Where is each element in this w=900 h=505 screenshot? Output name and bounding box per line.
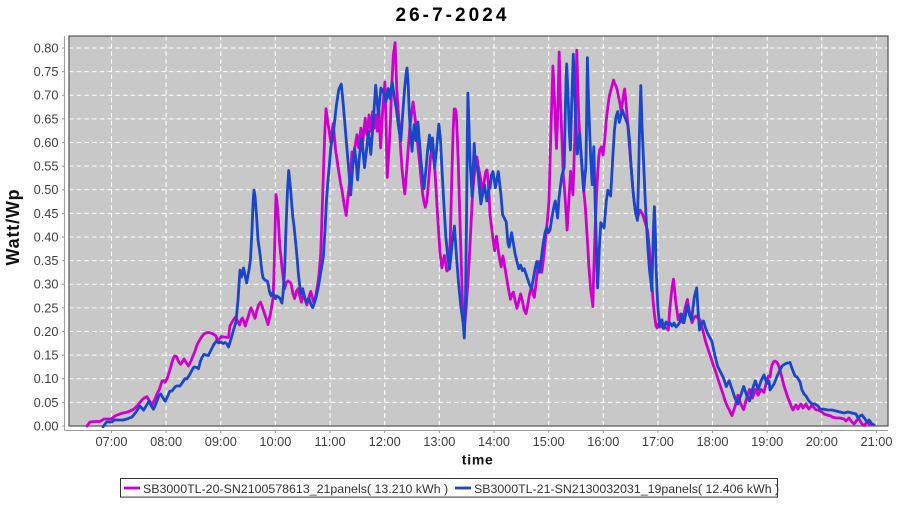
svg-text:0.60: 0.60 (34, 135, 59, 150)
svg-text:0.65: 0.65 (34, 111, 59, 126)
svg-text:0.20: 0.20 (34, 324, 59, 339)
svg-text:0.80: 0.80 (34, 40, 59, 55)
svg-text:0.40: 0.40 (34, 229, 59, 244)
svg-text:19:00: 19:00 (751, 434, 783, 449)
svg-text:0.30: 0.30 (34, 277, 59, 292)
svg-text:11:00: 11:00 (315, 434, 346, 449)
svg-text:time: time (462, 452, 494, 468)
svg-text:0.25: 0.25 (34, 300, 59, 315)
svg-text:14:00: 14:00 (478, 434, 510, 449)
svg-text:07:00: 07:00 (95, 434, 127, 449)
svg-text:0.10: 0.10 (34, 371, 59, 386)
svg-text:09:00: 09:00 (205, 434, 237, 449)
svg-text:0.50: 0.50 (34, 182, 59, 197)
svg-text:0.15: 0.15 (34, 348, 59, 363)
svg-text:0.45: 0.45 (34, 206, 59, 221)
svg-text:21:00: 21:00 (860, 434, 892, 449)
svg-text:SB3000TL-20-SN2100578613_21pan: SB3000TL-20-SN2100578613_21panels( 13.21… (143, 482, 448, 496)
svg-text:SB3000TL-21-SN2130032031_19pan: SB3000TL-21-SN2130032031_19panels( 12.40… (474, 482, 779, 496)
svg-text:0.35: 0.35 (34, 253, 59, 268)
svg-text:26-7-2024: 26-7-2024 (395, 5, 509, 26)
svg-text:10:00: 10:00 (259, 434, 291, 449)
svg-text:08:00: 08:00 (150, 434, 182, 449)
svg-text:15:00: 15:00 (533, 434, 565, 449)
svg-text:0.55: 0.55 (34, 159, 59, 174)
svg-text:0.75: 0.75 (34, 64, 59, 79)
svg-text:12:00: 12:00 (369, 434, 401, 449)
svg-text:20:00: 20:00 (806, 434, 838, 449)
svg-text:0.05: 0.05 (34, 395, 59, 410)
svg-text:13:00: 13:00 (423, 434, 455, 449)
svg-text:16:00: 16:00 (587, 434, 619, 449)
svg-text:17:00: 17:00 (642, 434, 674, 449)
svg-text:Watt/Wp: Watt/Wp (3, 189, 23, 266)
svg-text:0.00: 0.00 (34, 418, 59, 433)
svg-text:18:00: 18:00 (696, 434, 728, 449)
svg-text:0.70: 0.70 (34, 88, 59, 103)
